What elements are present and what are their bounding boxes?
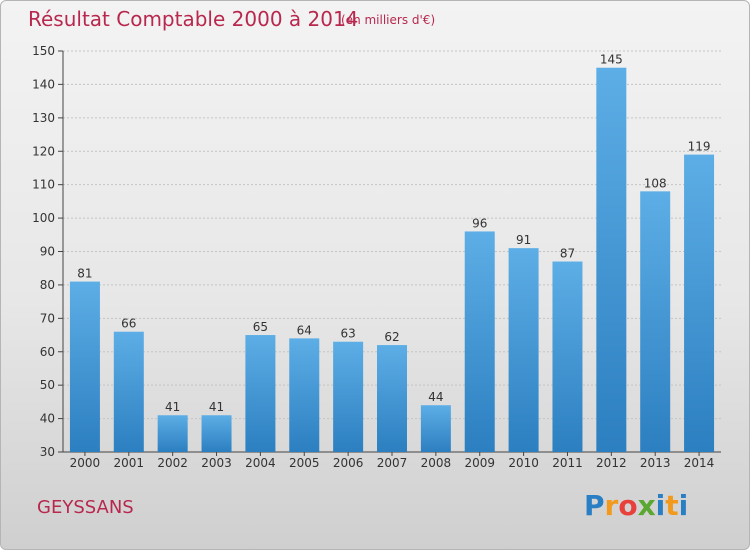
y-tick-label: 50 <box>40 378 55 392</box>
bar <box>69 281 100 452</box>
bar <box>245 335 276 452</box>
bar <box>464 231 495 452</box>
logo-letter: t <box>665 489 679 522</box>
data-label: 87 <box>560 247 575 261</box>
data-label: 65 <box>253 320 268 334</box>
bar <box>420 405 451 452</box>
y-tick-label: 130 <box>32 111 55 125</box>
chart-subtitle: (en milliers d'€) <box>341 13 436 27</box>
bar <box>113 331 144 452</box>
x-tick-label: 2010 <box>508 456 539 470</box>
logo-letter: r <box>604 489 619 522</box>
x-tick-label: 2007 <box>377 456 408 470</box>
x-tick-label: 2002 <box>157 456 188 470</box>
data-label: 145 <box>600 53 623 67</box>
logo-letter: P <box>584 489 605 522</box>
x-tick-label: 2004 <box>245 456 276 470</box>
bar <box>684 154 715 452</box>
y-tick-label: 100 <box>32 211 55 225</box>
bar <box>640 191 671 452</box>
bar <box>289 338 320 452</box>
bars <box>69 67 715 452</box>
x-tick-label: 2014 <box>684 456 715 470</box>
data-label: 41 <box>165 400 180 414</box>
x-tick-label: 2011 <box>552 456 583 470</box>
x-tick-label: 2008 <box>421 456 452 470</box>
data-label: 64 <box>297 323 312 337</box>
y-tick-label: 40 <box>40 412 55 426</box>
bar <box>596 67 627 452</box>
data-label: 96 <box>472 216 487 230</box>
bar <box>333 341 364 452</box>
data-label: 66 <box>121 317 136 331</box>
bar <box>377 345 407 452</box>
x-tick-label: 2000 <box>70 456 101 470</box>
y-tick-label: 90 <box>40 245 55 259</box>
data-label: 41 <box>209 400 224 414</box>
data-label: 62 <box>384 330 399 344</box>
bar <box>157 415 188 452</box>
chart-title: Résultat Comptable 2000 à 2014 <box>28 7 359 31</box>
bar <box>552 261 583 452</box>
bar <box>201 415 232 452</box>
data-label: 81 <box>77 267 92 281</box>
data-label: 44 <box>428 390 443 404</box>
x-tick-label: 2009 <box>464 456 495 470</box>
y-tick-label: 110 <box>32 178 55 192</box>
x-tick-label: 2005 <box>289 456 320 470</box>
x-tick-label: 2012 <box>596 456 627 470</box>
data-label: 119 <box>688 140 711 154</box>
x-tick-label: 2003 <box>201 456 232 470</box>
logo-letter: o <box>618 489 638 522</box>
labels: 30 40 50 60 70 80 90 100 110 120 130 140 150 81 2000 66… <box>32 44 714 470</box>
logo-letter: x <box>637 489 656 522</box>
y-tick-label: 70 <box>40 311 55 325</box>
commune-name: GEYSSANS <box>37 497 134 518</box>
y-tick-label: 80 <box>40 278 55 292</box>
y-tick-label: 150 <box>32 44 55 58</box>
bar <box>508 248 539 452</box>
proxiti-logo: Proxiti <box>584 489 688 522</box>
x-tick-label: 2001 <box>114 456 145 470</box>
y-tick-label: 60 <box>40 345 55 359</box>
y-tick-label: 30 <box>40 445 55 459</box>
x-tick-label: 2013 <box>640 456 671 470</box>
logo-letter: i <box>678 489 689 522</box>
data-label: 108 <box>644 176 667 190</box>
data-label: 63 <box>340 327 355 341</box>
data-label: 91 <box>516 233 531 247</box>
x-tick-label: 2006 <box>333 456 364 470</box>
y-tick-label: 120 <box>32 144 55 158</box>
logo-letter: i <box>655 489 666 522</box>
y-tick-label: 140 <box>32 77 55 91</box>
